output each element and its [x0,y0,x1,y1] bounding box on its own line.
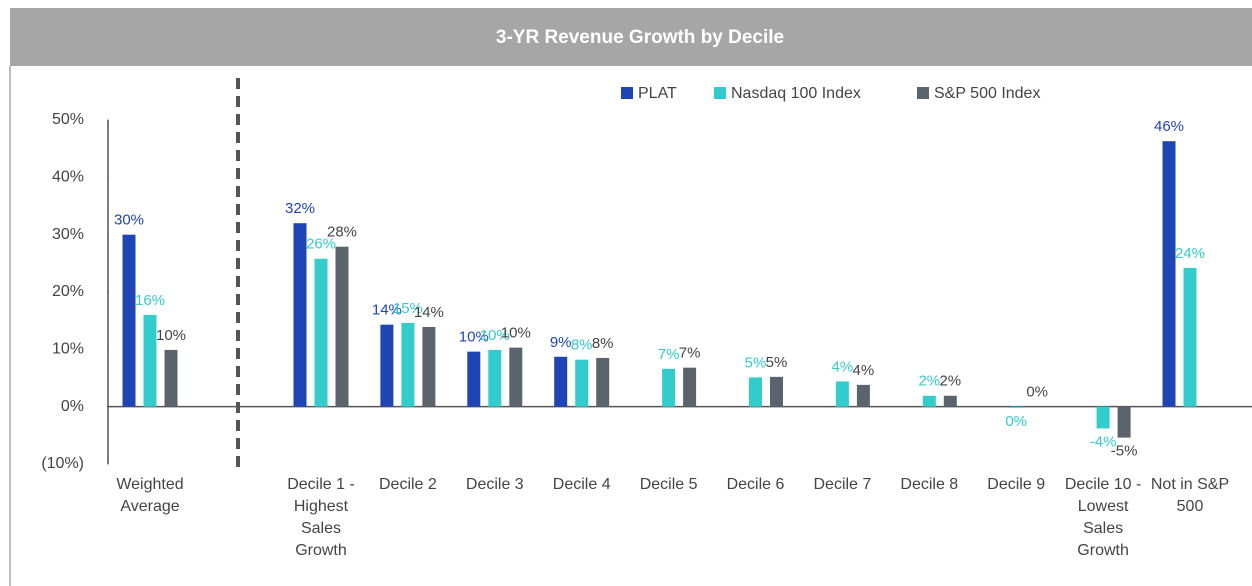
x-tick-label: Decile 3 [465,476,524,493]
x-tick-label: Decile 4 [552,476,611,493]
value-label: 8% [571,337,593,354]
bar [749,377,762,407]
value-label: 46% [1154,118,1184,135]
value-label: -5% [1111,443,1138,460]
x-tick-label: Weighted Average [116,476,184,515]
x-tick-label: Decile 9 [987,476,1046,493]
value-label: 4% [832,358,854,375]
value-label: 14% [414,304,444,321]
x-tick-label: Decile 6 [726,476,785,493]
x-tick-label: Decile 1 - Highest Sales Growth [287,476,355,559]
bar [164,349,178,407]
legend-label: Nasdaq 100 Index [731,85,861,102]
y-tick-label: 30% [52,226,84,243]
value-label: 26% [306,236,336,253]
x-tick-label: Decile 7 [813,476,872,493]
bar [143,314,157,407]
bar [683,367,697,407]
value-label: 0% [1026,384,1048,401]
bar [554,356,568,407]
bar [122,234,136,407]
value-label: 10% [480,327,510,344]
value-label: 16% [135,292,165,309]
value-label: 10% [459,329,489,346]
bar [422,326,436,407]
bar [835,381,849,407]
value-label: 5% [745,354,767,371]
y-tick-label: (10%) [41,455,84,472]
x-tick-label: Decile 2 [378,476,437,493]
bar [1009,406,1023,408]
bar [1183,267,1197,407]
value-label: 15% [393,300,423,317]
value-label: 5% [766,354,788,371]
value-label: 32% [285,200,315,217]
x-tick-label: Decile 8 [900,476,959,493]
y-tick-label: 20% [52,283,84,300]
bar [575,359,589,407]
bar [380,324,394,407]
legend-label: S&P 500 Index [934,85,1040,102]
value-label: 10% [156,327,186,344]
value-label: 10% [501,325,531,342]
value-label: 8% [592,335,614,352]
bar [488,349,502,407]
x-tick-label: Decile 5 [639,476,698,493]
x-tick-label: Decile 10 -Lowest Sales Growth [1064,476,1142,559]
y-tick-label: 10% [52,341,84,358]
x-tick-label: Not in S&P 500 [1150,476,1230,515]
value-label: 14% [372,302,402,319]
bar [335,246,349,407]
value-label: -4% [1090,433,1117,450]
bar [401,322,415,407]
value-label: 4% [853,362,875,379]
bar [922,395,936,407]
y-tick-label: 50% [52,111,84,128]
legend-swatch [917,87,929,99]
value-label: 2% [918,373,940,390]
chart-title: 3-YR Revenue Growth by Decile [496,27,784,48]
bar [1162,141,1176,407]
value-label: 7% [658,346,680,363]
value-label: 9% [550,334,572,351]
y-tick-label: 40% [52,169,84,186]
legend-swatch [621,87,633,99]
value-label: 7% [679,345,701,362]
value-label: 28% [327,224,357,241]
value-label: 0% [1005,413,1027,430]
legend-swatch [714,87,726,99]
y-tick-label: 0% [61,398,84,415]
bar [856,384,870,407]
bar [1096,406,1110,429]
bar [509,347,523,407]
legend-label: PLAT [638,85,677,102]
value-label: 30% [114,212,144,229]
bar [596,357,610,407]
bar [314,258,328,407]
bar [467,351,481,407]
value-label: 24% [1175,245,1205,262]
value-label: 2% [939,373,961,390]
bar [943,395,957,407]
title-bar [10,8,1252,66]
bar [1117,406,1131,438]
bar [293,223,307,407]
bar [662,368,676,407]
bar [770,376,783,407]
